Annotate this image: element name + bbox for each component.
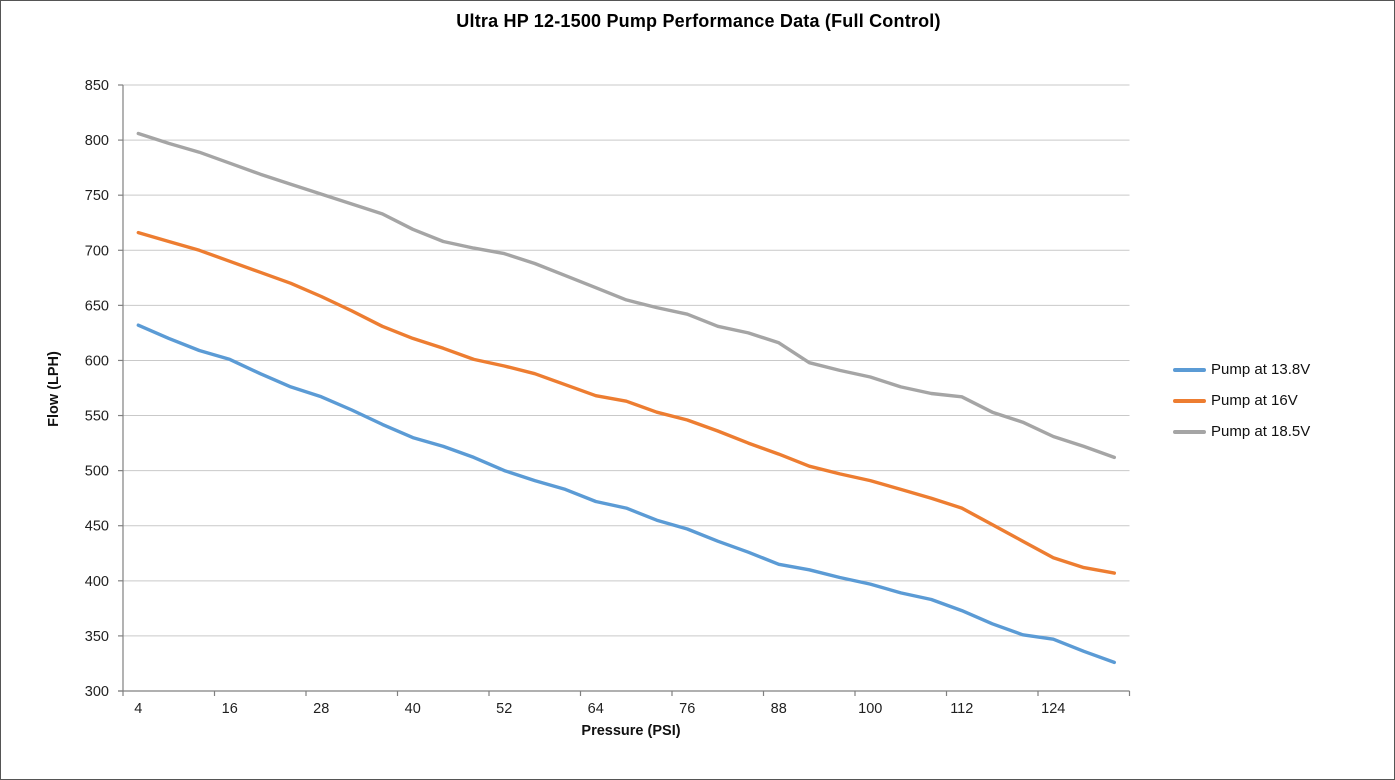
legend-label: Pump at 16V	[1211, 392, 1298, 409]
x-axis-title: Pressure (PSI)	[581, 723, 681, 739]
y-tick-label: 600	[85, 353, 109, 369]
legend-swatch-icon	[1173, 367, 1206, 372]
y-tick-label: 850	[85, 78, 109, 94]
x-tick-label: 28	[313, 701, 329, 717]
y-tick-label: 350	[85, 629, 109, 645]
x-tick-label: 64	[588, 701, 604, 717]
series-line-1	[136, 323, 1117, 665]
x-tick-label: 88	[771, 701, 787, 717]
series-line-2	[136, 230, 1117, 575]
chart-legend: Pump at 13.8V Pump at 16V Pump at 18.5V	[1173, 359, 1310, 442]
x-tick-label: 100	[858, 701, 882, 717]
y-tick-label: 700	[85, 243, 109, 259]
legend-item-2: Pump at 16V	[1173, 390, 1310, 411]
x-tick-label: 16	[222, 701, 238, 717]
legend-swatch-icon	[1173, 429, 1206, 434]
legend-item-3: Pump at 18.5V	[1173, 421, 1310, 442]
x-tick-label: 52	[496, 701, 512, 717]
y-tick-label: 500	[85, 464, 109, 480]
y-tick-label: 800	[85, 133, 109, 149]
x-tick-label: 40	[405, 701, 421, 717]
x-tick-label: 124	[1041, 701, 1065, 717]
x-tick-label: 4	[134, 701, 142, 717]
series-line-3	[136, 131, 1117, 460]
y-tick-label: 750	[85, 188, 109, 204]
legend-item-1: Pump at 13.8V	[1173, 359, 1310, 380]
legend-swatch-icon	[1173, 398, 1206, 403]
y-axis-title: Flow (LPH)	[46, 351, 62, 427]
legend-label: Pump at 18.5V	[1211, 423, 1311, 440]
y-tick-label: 650	[85, 298, 109, 314]
y-tick-label: 400	[85, 574, 109, 590]
x-tick-label: 76	[679, 701, 695, 717]
x-tick-label: 112	[950, 701, 973, 717]
legend-label: Pump at 13.8V	[1211, 361, 1311, 378]
y-tick-label: 300	[85, 684, 109, 700]
y-tick-label: 550	[85, 409, 109, 425]
chart-title: Ultra HP 12-1500 Pump Performance Data (…	[456, 11, 941, 31]
y-tick-label: 450	[85, 519, 109, 535]
